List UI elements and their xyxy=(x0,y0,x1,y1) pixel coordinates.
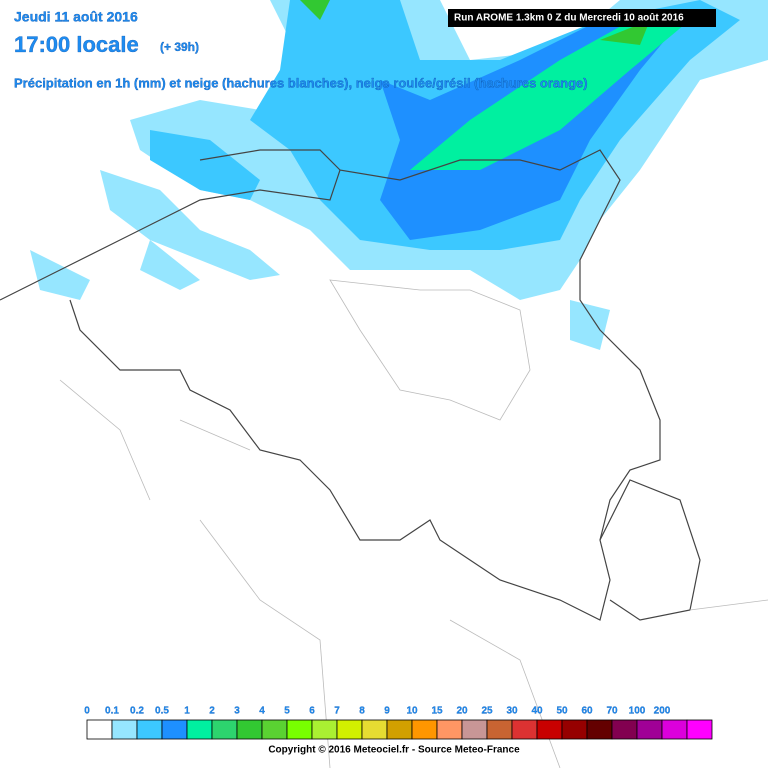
legend-swatch xyxy=(86,719,113,740)
legend-swatch xyxy=(561,719,588,740)
legend-swatch xyxy=(511,719,538,740)
legend-swatch xyxy=(361,719,388,740)
legend-swatch xyxy=(661,719,688,740)
run-box xyxy=(448,9,716,27)
legend-label: 25 xyxy=(481,706,493,717)
legend-swatch xyxy=(486,719,513,740)
time: 17:00 locale xyxy=(14,32,139,57)
legend-label: 100 xyxy=(629,706,646,717)
legend-label: 0.1 xyxy=(105,706,119,717)
borders xyxy=(0,149,768,768)
legend-label: 20 xyxy=(456,706,468,717)
legend-label: 0 xyxy=(84,706,90,717)
legend-label: 6 xyxy=(309,706,315,717)
rain-moderate xyxy=(150,130,260,200)
rain-light xyxy=(30,240,610,350)
legend-label: 200 xyxy=(654,706,671,717)
legend-swatch xyxy=(186,719,213,740)
legend-label: 1 xyxy=(184,706,190,717)
coastline xyxy=(199,149,341,171)
legend-swatch xyxy=(111,719,138,740)
legend-label: 3 xyxy=(234,706,240,717)
description: Précipitation en 1h (mm) et neige (hachu… xyxy=(14,75,588,90)
legend-swatch xyxy=(211,719,238,740)
legend-swatch xyxy=(261,719,288,740)
legend-label: 50 xyxy=(556,706,568,717)
legend-label: 4 xyxy=(259,706,265,717)
legend-label: 10 xyxy=(406,706,418,717)
legend-label: 8 xyxy=(359,706,365,717)
legend-swatch xyxy=(461,719,488,740)
legend-swatch xyxy=(611,719,638,740)
legend-label: 0.5 xyxy=(155,706,169,717)
legend-swatch xyxy=(286,719,313,740)
legend-label: 2 xyxy=(209,706,215,717)
lead-time: (+ 39h) xyxy=(160,40,199,54)
legend-swatch xyxy=(636,719,663,740)
legend-swatch xyxy=(536,719,563,740)
region-border xyxy=(59,279,768,768)
legend-label: 70 xyxy=(606,706,618,717)
legend-label: 9 xyxy=(384,706,390,717)
legend-swatch xyxy=(686,719,713,740)
copyright: Copyright © 2016 Meteociel.fr - Source M… xyxy=(268,745,520,756)
precipitation xyxy=(30,0,768,350)
legend-swatch xyxy=(136,719,163,740)
rain-very-heavy xyxy=(410,10,690,170)
legend-label: 30 xyxy=(506,706,518,717)
country-border xyxy=(599,479,701,621)
legend-swatch xyxy=(386,719,413,740)
legend-swatch xyxy=(436,719,463,740)
legend-label: 60 xyxy=(581,706,593,717)
country-border xyxy=(0,149,661,621)
rain-light xyxy=(100,170,280,280)
run-info: Run AROME 1.3km 0 Z du Mercredi 10 août … xyxy=(454,13,684,24)
legend-swatch xyxy=(586,719,613,740)
legend-label: 5 xyxy=(284,706,290,717)
date: Jeudi 11 août 2016 xyxy=(14,9,138,25)
legend-swatch xyxy=(311,719,338,740)
legend-label: 0.2 xyxy=(130,706,144,717)
legend-swatch xyxy=(336,719,363,740)
legend-label: 40 xyxy=(531,706,543,717)
legend-swatch xyxy=(236,719,263,740)
legend-label: 15 xyxy=(431,706,443,717)
legend-label: 7 xyxy=(334,706,340,717)
legend: 0 0.1 0.2 0.5 1 2 3 4 5 6 7 8 9 10 15 20 25 30 40 50 60 70 100… xyxy=(84,706,713,740)
rain-intense xyxy=(300,0,650,45)
legend-swatch xyxy=(161,719,188,740)
legend-swatch xyxy=(411,719,438,740)
